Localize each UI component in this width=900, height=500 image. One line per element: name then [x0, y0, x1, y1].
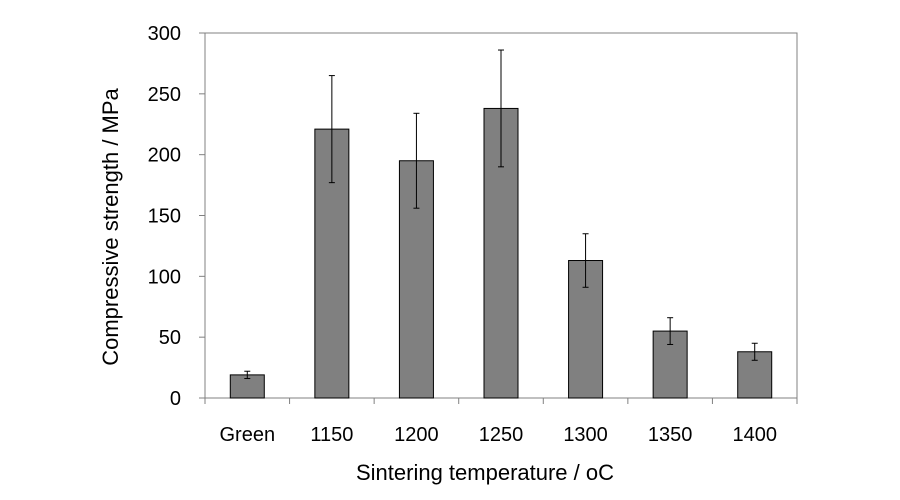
y-axis-title: Compressive strength / MPa [98, 87, 123, 365]
y-tick-label: 100 [148, 266, 181, 288]
y-tick-label: 150 [148, 206, 181, 228]
x-axis-title-unit: oC [586, 460, 614, 485]
x-axis-title: Sintering temperature / oC [356, 460, 614, 485]
x-tick-label: 1150 [310, 424, 353, 446]
x-tick-label: 1250 [479, 424, 524, 446]
y-tick-label: 0 [170, 388, 181, 410]
x-tick-label: Green [219, 424, 275, 446]
error-bars [244, 49, 758, 380]
x-axis-title-text: Sintering temperature / [356, 460, 586, 485]
x-tick-label: 1300 [563, 424, 608, 446]
y-tick-label: 50 [159, 327, 181, 349]
y-tick-label: 250 [148, 84, 181, 106]
y-axis: 0 50 100 150 200 250 300 [148, 23, 205, 410]
x-tick-label: 1400 [732, 424, 777, 446]
x-tick-label: 1350 [648, 424, 693, 446]
x-axis: Green 1150 1200 1250 1300 1350 1400 [204, 398, 798, 446]
x-tick-label: 1200 [394, 424, 439, 446]
y-tick-label: 200 [148, 145, 181, 167]
y-tick-label: 300 [148, 23, 181, 45]
